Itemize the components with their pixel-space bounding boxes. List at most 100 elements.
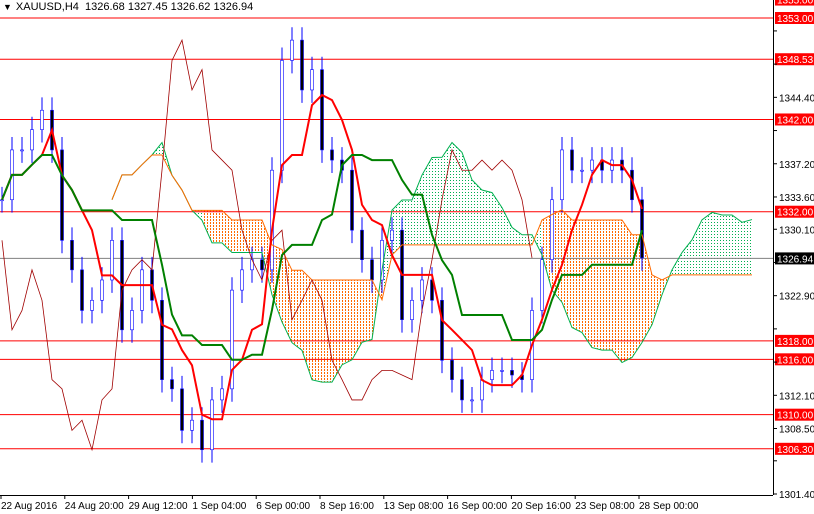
x-tick-label: 23 Sep 08:00 bbox=[575, 501, 635, 512]
y-tick-label: 1333.60 bbox=[779, 193, 814, 204]
candle-body bbox=[500, 370, 504, 372]
x-tick-label: 8 Sep 16:00 bbox=[320, 501, 374, 512]
y-tick-label: 1301.40 bbox=[779, 490, 814, 501]
candle-body bbox=[320, 69, 324, 151]
candle-body bbox=[90, 299, 94, 311]
candle-body bbox=[580, 169, 584, 172]
y-tick-label: 1330.10 bbox=[779, 225, 814, 236]
candle-body bbox=[0, 199, 4, 202]
y-tick-label: 1344.40 bbox=[779, 93, 814, 104]
level-label: 1348.53 bbox=[777, 55, 814, 66]
candle-body bbox=[80, 269, 84, 311]
candle-body bbox=[20, 149, 24, 152]
candle-body bbox=[180, 388, 184, 431]
cloud-segment bbox=[432, 157, 442, 245]
candle-body bbox=[280, 60, 284, 171]
level-label: 1310.00 bbox=[777, 411, 814, 422]
level-label: 1353.00 bbox=[777, 14, 814, 25]
candle-body bbox=[350, 169, 354, 231]
dropdown-triangle-icon[interactable]: ▼ bbox=[3, 2, 12, 12]
cloud-segment bbox=[402, 199, 412, 245]
candle-body bbox=[170, 379, 174, 390]
cloud-segment bbox=[202, 210, 212, 243]
cloud-segment bbox=[442, 142, 452, 245]
level-label-bg bbox=[775, 12, 814, 24]
senkou-span-b bbox=[111, 154, 752, 302]
senkou-span-a bbox=[111, 141, 753, 383]
cloud-segment bbox=[602, 220, 612, 351]
candle-body bbox=[160, 299, 164, 380]
cloud-segment bbox=[302, 270, 312, 380]
level-label: 1316.00 bbox=[777, 355, 814, 366]
candle-body bbox=[460, 379, 464, 401]
candle-body bbox=[330, 149, 334, 161]
cloud-segment bbox=[632, 234, 642, 358]
cloud-segment bbox=[312, 279, 322, 383]
x-tick-label: 20 Sep 16:00 bbox=[511, 501, 571, 512]
y-tick-label: 1308.50 bbox=[779, 425, 814, 436]
cloud-segment bbox=[712, 212, 722, 275]
cloud-segment bbox=[362, 279, 372, 343]
cloud-segment bbox=[462, 152, 472, 245]
cloud-segment bbox=[212, 210, 222, 243]
chikou-span bbox=[1, 38, 533, 452]
candle-body bbox=[370, 259, 374, 281]
kijun-sen bbox=[1, 153, 643, 361]
candle-body bbox=[550, 199, 554, 260]
level-label: 1355.00 bbox=[777, 0, 814, 7]
x-tick-label: 16 Sep 00:00 bbox=[448, 501, 508, 512]
symbol-label: XAUUSD,H4 bbox=[15, 1, 79, 13]
candle-body bbox=[640, 199, 644, 259]
cloud-segment bbox=[732, 214, 742, 275]
cloud-segment bbox=[722, 214, 732, 275]
candle-body bbox=[410, 299, 414, 320]
cloud-segment bbox=[522, 234, 532, 245]
candle-body bbox=[220, 388, 224, 401]
candle-body bbox=[30, 129, 34, 151]
cloud-segment bbox=[252, 220, 262, 253]
x-tick-label: 22 Aug 2016 bbox=[1, 501, 58, 512]
candle-body bbox=[440, 299, 444, 361]
y-tick-label: 1337.20 bbox=[779, 160, 814, 171]
chart-title: ▼ XAUUSD,H4 1326.68 1327.45 1326.62 1326.… bbox=[3, 1, 253, 13]
level-label-bg bbox=[775, 334, 814, 347]
candle-body bbox=[570, 149, 574, 171]
level-label-bg bbox=[775, 0, 814, 6]
cloud-segment bbox=[472, 179, 482, 245]
candle-body bbox=[40, 109, 44, 130]
cloud-segment bbox=[742, 219, 752, 275]
cloud-segment bbox=[642, 234, 652, 343]
cloud-segment bbox=[242, 220, 252, 253]
candle-body bbox=[100, 279, 104, 301]
candle-body bbox=[450, 359, 454, 380]
cloud-segment bbox=[232, 220, 242, 253]
candle-body bbox=[560, 149, 564, 201]
cloud-segment bbox=[492, 192, 502, 245]
cloud-segment bbox=[532, 220, 542, 255]
cloud-segment bbox=[392, 199, 402, 256]
x-tick-label: 6 Sep 00:00 bbox=[256, 501, 310, 512]
candle-body bbox=[510, 370, 514, 376]
cloud-segment bbox=[482, 190, 492, 245]
candle-body bbox=[110, 240, 114, 281]
cloud-segment bbox=[512, 227, 522, 245]
ohlc-label: 1326.68 1327.45 1326.62 1326.94 bbox=[85, 1, 254, 13]
level-label: 1332.00 bbox=[777, 208, 814, 219]
candle-body bbox=[130, 310, 134, 331]
level-label-bg bbox=[775, 442, 814, 455]
cloud-segment bbox=[382, 210, 392, 300]
candle-body bbox=[480, 379, 484, 401]
cloud-segment bbox=[282, 249, 292, 343]
candle-body bbox=[240, 269, 244, 291]
current-price-label: 1326.94 bbox=[777, 254, 814, 265]
current-price-bg bbox=[775, 252, 814, 265]
level-label: 1306.30 bbox=[777, 445, 814, 456]
candle-body bbox=[470, 399, 474, 402]
candle-body bbox=[420, 279, 424, 301]
cloud-segment bbox=[342, 279, 352, 365]
candle-body bbox=[260, 259, 264, 271]
candle-body bbox=[540, 259, 544, 311]
cloud-segment bbox=[592, 220, 602, 351]
